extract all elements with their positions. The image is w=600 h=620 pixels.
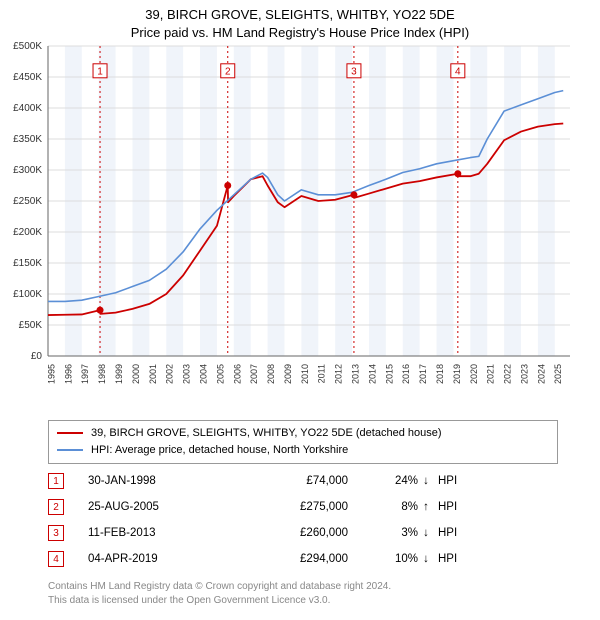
svg-text:£100K: £100K [13,289,42,300]
svg-text:4: 4 [455,66,461,77]
svg-text:£500K: £500K [13,42,42,52]
svg-text:2025: 2025 [553,364,563,384]
chart-svg: £0 £50K £100K £150K £200K £250K £300K £350K £400… [0,42,600,412]
arrow-icon: ↓ [418,553,434,565]
svg-text:2011: 2011 [317,364,327,383]
chart-container: 39, BIRCH GROVE, SLEIGHTS, WHITBY, YO22 … [0,0,600,620]
title-subtitle: Price paid vs. HM Land Registry's House … [0,24,600,42]
svg-text:1998: 1998 [97,364,107,384]
transaction-marker: 3 [48,525,64,541]
svg-text:2: 2 [225,66,231,77]
svg-text:2010: 2010 [300,364,310,384]
chart-area: £0 £50K £100K £150K £200K £250K £300K £350K £400… [0,42,600,412]
svg-text:2001: 2001 [148,364,158,384]
svg-text:2007: 2007 [249,364,259,384]
legend: 39, BIRCH GROVE, SLEIGHTS, WHITBY, YO22 … [48,420,558,464]
legend-label-property: 39, BIRCH GROVE, SLEIGHTS, WHITBY, YO22 … [91,425,442,442]
svg-text:£0: £0 [31,351,43,362]
legend-item-hpi: HPI: Average price, detached house, Nort… [57,442,549,459]
svg-text:2004: 2004 [198,364,208,384]
svg-text:2000: 2000 [131,364,141,384]
svg-text:2002: 2002 [165,364,175,384]
legend-swatch-hpi [57,449,83,451]
transaction-hpi-label: HPI [434,501,474,513]
transaction-date: 25-AUG-2005 [88,501,238,513]
transaction-price: £260,000 [238,527,348,539]
transaction-date: 11-FEB-2013 [88,527,238,539]
svg-text:2024: 2024 [536,364,546,384]
svg-text:2012: 2012 [334,364,344,384]
footer-line-1: Contains HM Land Registry data © Crown c… [48,580,558,594]
svg-text:£400K: £400K [13,103,42,114]
transaction-row: 3 11-FEB-2013£260,0003%↓HPI [48,520,558,546]
title-block: 39, BIRCH GROVE, SLEIGHTS, WHITBY, YO22 … [0,0,600,41]
transaction-pct: 10% [348,553,418,565]
transaction-table: 130-JAN-1998£74,00024%↓HPI225-AUG-2005£2… [48,468,558,572]
svg-text:1996: 1996 [63,364,73,384]
transaction-price: £275,000 [238,501,348,513]
transaction-date: 30-JAN-1998 [88,475,238,487]
svg-text:£350K: £350K [13,134,42,145]
svg-text:2003: 2003 [182,364,192,384]
transaction-marker: 1 [48,473,64,489]
legend-swatch-property [57,432,83,434]
transaction-pct: 8% [348,501,418,513]
svg-text:1997: 1997 [80,364,90,384]
svg-text:2018: 2018 [435,364,445,384]
transaction-row: 2 25-AUG-2005£275,0008%↑HPI [48,494,558,520]
svg-text:2013: 2013 [351,364,361,384]
transaction-hpi-label: HPI [434,527,474,539]
transaction-price: £74,000 [238,475,348,487]
arrow-icon: ↓ [418,475,434,487]
svg-text:2017: 2017 [418,364,428,384]
svg-text:£450K: £450K [13,72,42,83]
legend-item-property: 39, BIRCH GROVE, SLEIGHTS, WHITBY, YO22 … [57,425,549,442]
svg-text:2006: 2006 [232,364,242,384]
svg-text:1: 1 [97,66,103,77]
svg-text:2005: 2005 [215,364,225,384]
svg-text:2008: 2008 [266,364,276,384]
arrow-icon: ↓ [418,527,434,539]
svg-text:2016: 2016 [401,364,411,384]
arrow-icon: ↑ [418,501,434,513]
svg-text:2020: 2020 [469,364,479,384]
svg-text:2014: 2014 [367,364,377,384]
legend-label-hpi: HPI: Average price, detached house, Nort… [91,442,348,459]
footer: Contains HM Land Registry data © Crown c… [48,580,558,607]
svg-text:2023: 2023 [519,364,529,384]
svg-text:1995: 1995 [46,364,56,384]
svg-text:2022: 2022 [503,364,513,384]
transaction-pct: 3% [348,527,418,539]
svg-text:£300K: £300K [13,165,42,176]
transaction-pct: 24% [348,475,418,487]
svg-text:£250K: £250K [13,196,42,207]
svg-text:3: 3 [351,66,357,77]
svg-text:2009: 2009 [283,364,293,384]
transaction-price: £294,000 [238,553,348,565]
svg-text:£50K: £50K [19,320,43,331]
transaction-row: 4 04-APR-2019£294,00010%↓HPI [48,546,558,572]
transaction-marker: 4 [48,551,64,567]
svg-text:£150K: £150K [13,258,42,269]
svg-text:£200K: £200K [13,227,42,238]
transaction-hpi-label: HPI [434,553,474,565]
svg-text:2019: 2019 [452,364,462,384]
transaction-row: 1 30-JAN-1998£74,00024%↓HPI [48,468,558,494]
transaction-date: 04-APR-2019 [88,553,238,565]
transaction-hpi-label: HPI [434,475,474,487]
svg-text:2021: 2021 [486,364,496,384]
title-address: 39, BIRCH GROVE, SLEIGHTS, WHITBY, YO22 … [0,6,600,24]
transaction-marker: 2 [48,499,64,515]
svg-text:1999: 1999 [114,364,124,384]
svg-text:2015: 2015 [384,364,394,384]
footer-line-2: This data is licensed under the Open Gov… [48,594,558,608]
